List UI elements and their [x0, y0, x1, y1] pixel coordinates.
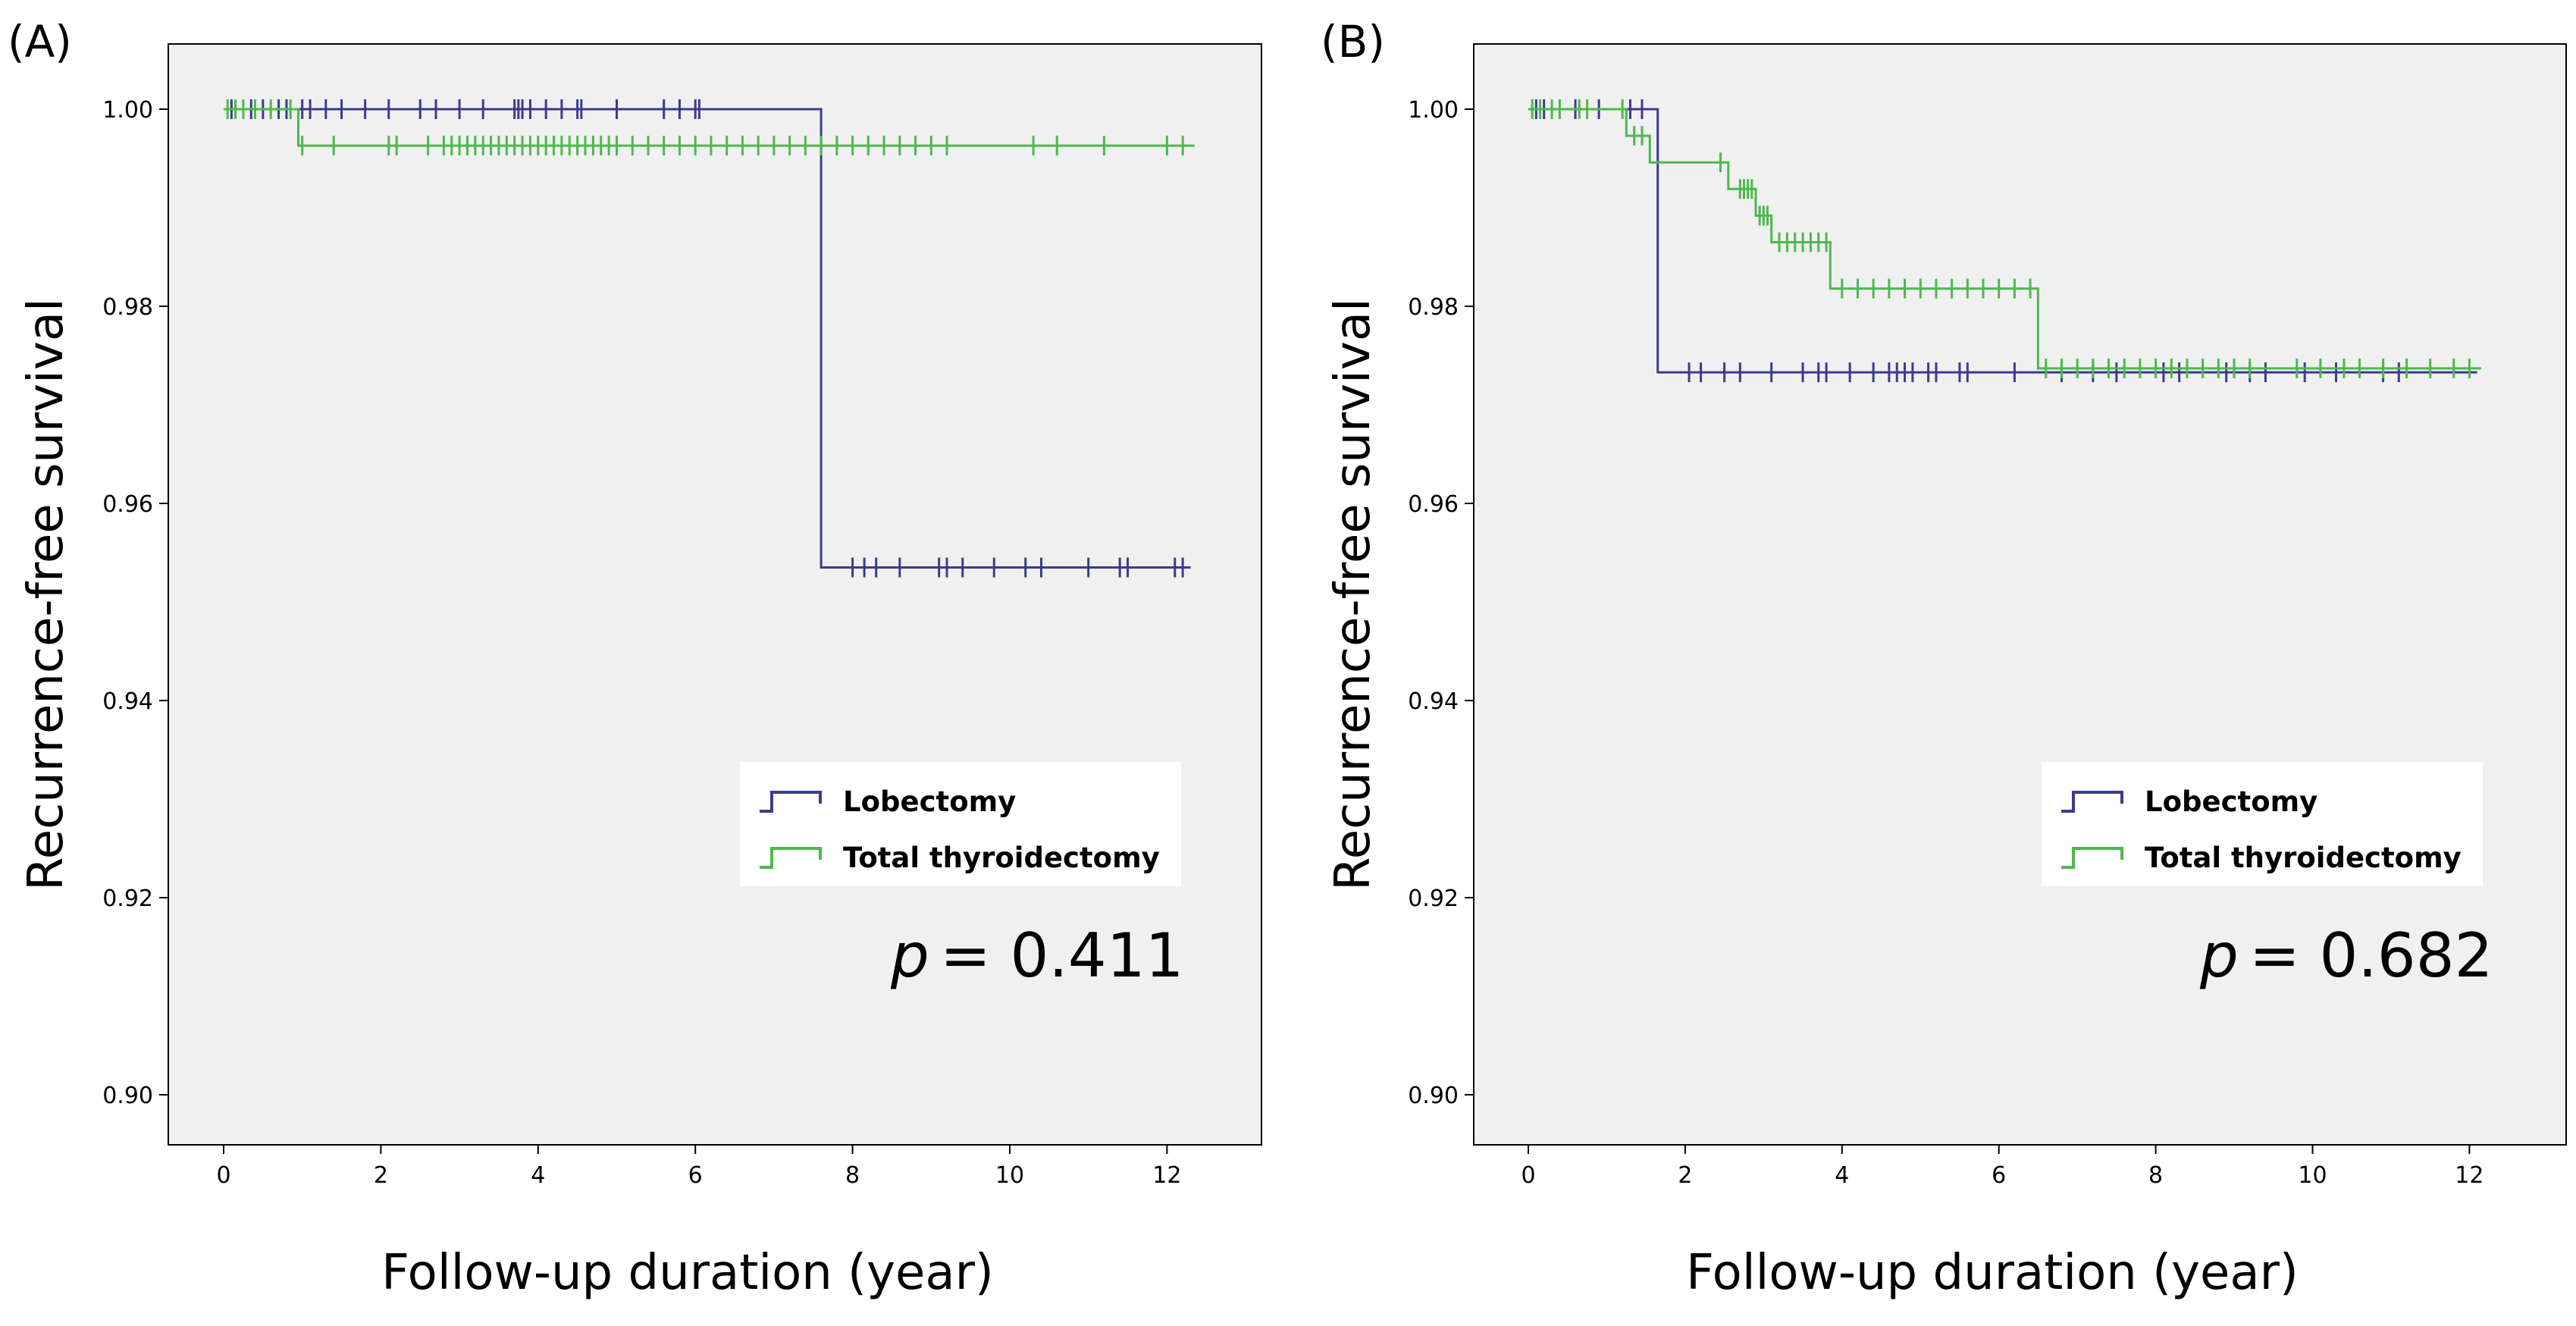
panel-b-y-tick-label: 0.98	[1408, 294, 1459, 321]
panel-b-x-axis-title: Follow-up duration (year)	[1686, 1245, 2299, 1301]
panel-a-legend-label-lobectomy: Lobectomy	[843, 785, 1016, 818]
panel-a-curve-total-thyroidectomy	[224, 108, 1195, 147]
panel-b-y-tick-label: 0.90	[1408, 1083, 1459, 1109]
panel-b-legend-box	[2042, 762, 2483, 886]
panel-a-y-tick-label: 1.00	[102, 97, 153, 124]
panel-a-y-axis-title: Recurrence-free survival	[18, 298, 74, 891]
panel-a-legend-label-total-thyroidectomy: Total thyroidectomy	[843, 842, 1160, 874]
panel-b-x-tick-label: 12	[2455, 1162, 2484, 1189]
panel-b-x-tick-label: 8	[2148, 1162, 2163, 1189]
panel-b-ticks: 0 2 4 6 8 10 12 0.90 0.92 0.94 0.96 0.98 1.00	[1408, 97, 2484, 1189]
panel-b-y-tick-label: 0.94	[1408, 688, 1459, 715]
panel-b-y-tick-label: 0.96	[1408, 491, 1459, 518]
panel-b-p-symbol: p	[2199, 920, 2239, 991]
panel-b-legend: Lobectomy Total thyroidectomy	[2042, 762, 2483, 886]
panel-a-x-tick-label: 10	[995, 1162, 1024, 1189]
panel-a-y-tick-label: 0.90	[102, 1083, 153, 1109]
panel-a-legend-swatch-lobectomy	[760, 791, 822, 813]
panel-b-curve-total-thyroidectomy	[1528, 108, 2481, 370]
panel-a-y-tick-label: 0.98	[102, 294, 153, 321]
panel-a-ticks: 0 2 4 6 8 10 12 0.90 0.92 0.94 0.96 0.98 1.00	[102, 97, 1181, 1189]
panel-b-legend-label-total-thyroidectomy: Total thyroidectomy	[2145, 842, 2462, 874]
panel-a-label: (A)	[8, 16, 72, 67]
panel-b: (B) 0 2 4 6 8 10 12 0.90 0.92 0.94 0.96 0.98 1.00 Re…	[1321, 16, 2567, 1301]
panel-b-x-tick-label: 4	[1835, 1162, 1849, 1189]
panel-a-x-tick-label: 2	[374, 1162, 388, 1189]
panel-a-x-tick-label: 4	[531, 1162, 545, 1189]
panel-b-y-tick-label: 0.92	[1408, 886, 1459, 912]
panel-b-legend-label-lobectomy: Lobectomy	[2145, 785, 2317, 818]
panel-a-p-value: p = 0.411	[890, 920, 1183, 991]
panel-b-legend-swatch-total-thyroidectomy	[2061, 847, 2123, 869]
panel-a-y-tick-label: 0.96	[102, 491, 153, 518]
panel-b-x-tick-label: 10	[2298, 1162, 2327, 1189]
panel-a-x-tick-label: 8	[845, 1162, 860, 1189]
panel-b-legend-swatch-lobectomy	[2061, 791, 2123, 813]
panel-b-label: (B)	[1321, 16, 1385, 67]
panel-a-plot-area	[168, 43, 1262, 1146]
panel-a-p-symbol: p	[890, 920, 929, 991]
panel-a-x-tick-label: 0	[216, 1162, 230, 1189]
panel-b-series	[1528, 99, 2481, 383]
panel-a-x-axis-title: Follow-up duration (year)	[381, 1245, 994, 1301]
panel-b-x-tick-label: 2	[1678, 1162, 1692, 1189]
panel-a: (A) 0 2 4 6 8 10 12 0.90 0.92 0.94 0.96 0.98 1.00 Re…	[8, 16, 1262, 1301]
panel-a-x-tick-label: 12	[1152, 1162, 1181, 1189]
panel-a-legend: Lobectomy Total thyroidectomy	[740, 762, 1181, 886]
panel-b-y-tick-label: 1.00	[1408, 97, 1459, 124]
panel-a-x-tick-label: 6	[688, 1162, 703, 1189]
panel-a-legend-swatch-total-thyroidectomy	[760, 847, 822, 869]
panel-b-p-value-text: = 0.682	[2249, 920, 2493, 991]
panel-b-x-tick-label: 6	[1992, 1162, 2006, 1189]
panel-a-y-tick-label: 0.94	[102, 688, 153, 715]
panel-a-legend-box	[740, 762, 1181, 886]
panel-a-series	[224, 99, 1195, 578]
panel-b-y-axis-title: Recurrence-free survival	[1325, 298, 1381, 891]
panel-b-plot-area	[1473, 43, 2567, 1146]
panel-a-p-value-text: = 0.411	[940, 920, 1183, 991]
panel-a-y-tick-label: 0.92	[102, 886, 153, 912]
panel-b-p-value: p = 0.682	[2199, 920, 2493, 991]
panel-b-x-tick-label: 0	[1521, 1162, 1535, 1189]
